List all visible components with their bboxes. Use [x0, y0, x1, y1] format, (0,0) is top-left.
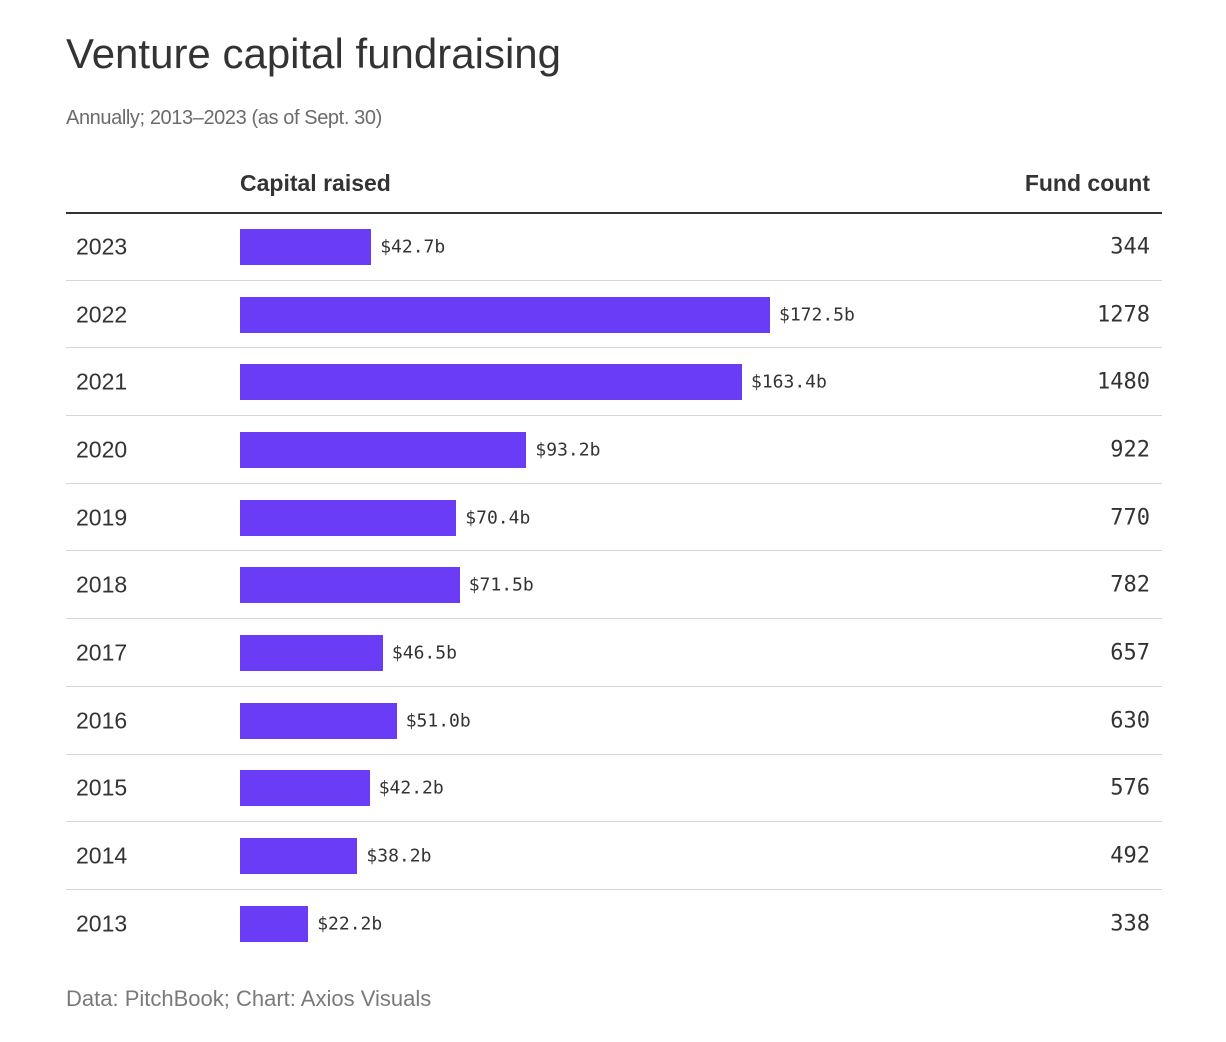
- row-divider: [66, 415, 1162, 417]
- year-label: 2017: [76, 639, 128, 666]
- capital-value-label: $42.7b: [380, 236, 446, 258]
- year-label: 2018: [76, 571, 128, 598]
- row-divider: [66, 550, 1162, 552]
- fund-count-value: 338: [1110, 911, 1150, 937]
- table-row: 2016 $51.0b 630: [66, 687, 1162, 755]
- capital-value-label: $51.0b: [405, 710, 471, 732]
- row-divider: [66, 753, 1162, 755]
- year-label: 2019: [76, 504, 128, 531]
- table-row: 2018 $71.5b 782: [66, 552, 1162, 620]
- capital-value-label: $93.2b: [535, 439, 601, 461]
- table-row: 2014 $38.2b 492: [66, 822, 1162, 890]
- fund-count-value: 344: [1110, 234, 1150, 260]
- row-divider: [66, 347, 1162, 349]
- capital-bar: [240, 635, 383, 672]
- year-label: 2016: [76, 707, 128, 734]
- fund-count-value: 1278: [1097, 302, 1150, 328]
- capital-value-label: $22.2b: [317, 913, 383, 935]
- capital-bar: [240, 770, 370, 807]
- fund-count-value: 770: [1110, 505, 1150, 531]
- fund-count-value: 657: [1110, 640, 1150, 666]
- year-label: 2015: [76, 774, 128, 801]
- capital-bar: [240, 228, 372, 265]
- capital-bar: [240, 838, 358, 875]
- fund-count-value: 630: [1110, 708, 1150, 734]
- header-rule: [66, 212, 1162, 214]
- capital-bar: [240, 702, 397, 739]
- chart-subtitle: Annually; 2013–2023 (as of Sept. 30): [66, 107, 382, 129]
- fund-count-value: 782: [1110, 572, 1150, 598]
- capital-value-label: $42.2b: [378, 777, 444, 799]
- row-divider: [66, 685, 1162, 687]
- capital-value-label: $163.4b: [751, 371, 827, 393]
- table-row: 2023 $42.7b 344: [66, 213, 1162, 281]
- year-label: 2013: [76, 910, 128, 937]
- row-divider: [66, 888, 1162, 890]
- capital-value-label: $46.5b: [391, 642, 457, 664]
- table-row: 2013 $22.2b 338: [66, 890, 1162, 958]
- source-note: Data: PitchBook; Chart: Axios Visuals: [66, 986, 432, 1011]
- column-header-capital-raised: Capital raised: [240, 170, 391, 196]
- fund-count-value: 922: [1110, 437, 1150, 463]
- table-row: 2022 $172.5b 1278: [66, 281, 1162, 349]
- capital-value-label: $71.5b: [468, 574, 534, 596]
- capital-value-label: $172.5b: [779, 304, 855, 326]
- chart-title: Venture capital fundraising: [66, 30, 561, 77]
- capital-bar: [240, 431, 527, 468]
- fund-count-value: 492: [1110, 843, 1150, 869]
- capital-bar: [240, 364, 742, 401]
- column-header-fund-count: Fund count: [1024, 170, 1150, 196]
- row-divider: [66, 279, 1162, 281]
- capital-value-label: $38.2b: [366, 845, 432, 867]
- fund-count-value: 576: [1110, 775, 1150, 801]
- table-row: 2019 $70.4b 770: [66, 484, 1162, 552]
- year-label: 2020: [76, 436, 128, 463]
- table-row: 2020 $93.2b 922: [66, 416, 1162, 484]
- row-divider: [66, 821, 1162, 823]
- fund-count-value: 1480: [1097, 369, 1150, 395]
- row-divider: [66, 618, 1162, 620]
- capital-bar: [240, 499, 457, 536]
- capital-value-label: $70.4b: [465, 507, 531, 529]
- table-row: 2021 $163.4b 1480: [66, 348, 1162, 417]
- year-label: 2021: [76, 368, 128, 395]
- year-label: 2014: [76, 842, 128, 869]
- table-row: 2015 $42.2b 576: [66, 755, 1162, 823]
- row-divider: [66, 482, 1162, 484]
- year-label: 2022: [76, 301, 128, 328]
- capital-bar: [240, 296, 770, 333]
- table-row: 2017 $46.5b 657: [66, 619, 1162, 687]
- capital-bar: [240, 567, 460, 604]
- capital-bar: [240, 905, 309, 942]
- year-label: 2023: [76, 233, 128, 260]
